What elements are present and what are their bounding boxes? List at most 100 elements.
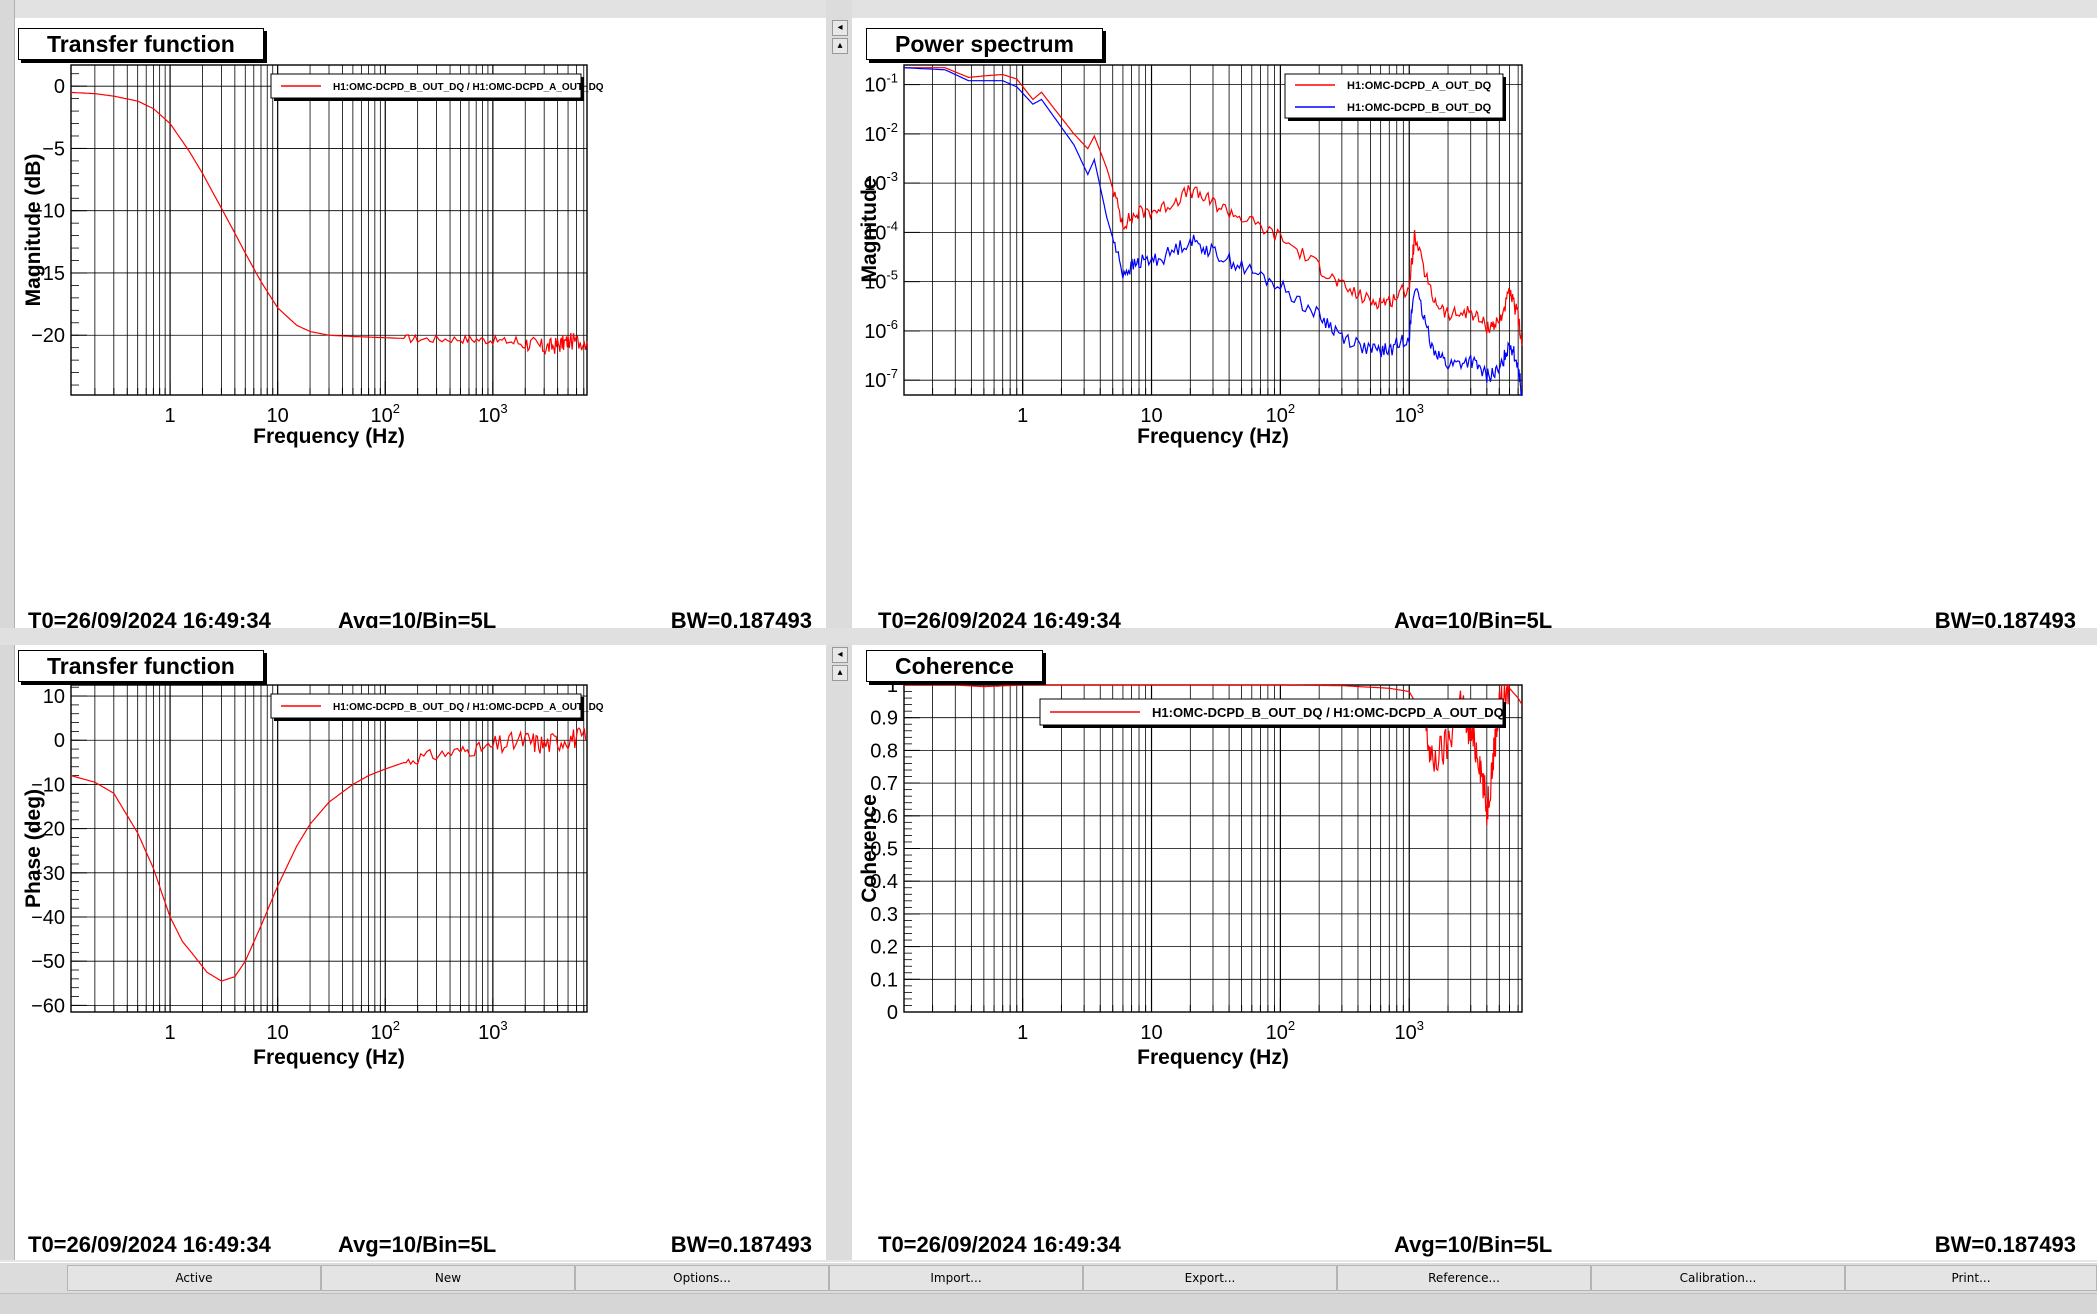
series-line: [70, 727, 588, 982]
expand-arrow-icon[interactable]: ▴: [832, 38, 848, 54]
export-button[interactable]: Export...: [1083, 1265, 1337, 1291]
legend: H1:OMC-DCPD_B_OUT_DQ / H1:OMC-DCPD_A_OUT…: [270, 693, 604, 721]
series-line: [70, 91, 588, 356]
plot-area: [70, 64, 588, 396]
options-button[interactable]: Options...: [575, 1265, 829, 1291]
legend-box: [270, 73, 582, 99]
y-tick-label: 0.1: [870, 969, 898, 991]
y-tick-label: −30: [31, 863, 65, 885]
reference-button[interactable]: Reference...: [1337, 1265, 1591, 1291]
legend-box: [270, 693, 582, 719]
y-axis-label: Magnitude: [858, 178, 881, 283]
x-tick-label: 102: [371, 401, 400, 427]
y-tick-label: 0.2: [870, 937, 898, 959]
status-t0: T0=26/09/2024 16:49:34: [878, 1232, 1121, 1257]
status-bw: BW=0.187493: [670, 1232, 812, 1257]
status-bw: BW=0.187493: [1934, 1232, 2076, 1257]
x-axis-label: Frequency (Hz): [1137, 1046, 1289, 1069]
power-spectrum-chart: 1 10 102 10310-110-210-310-410-510-610-7Fre…: [858, 64, 1523, 448]
panel-title: Transfer function: [18, 650, 264, 682]
y-axis-label: Phase (deg): [22, 789, 45, 908]
x-tick-label: 103: [478, 1018, 507, 1044]
x-tick-label: 1: [165, 405, 176, 427]
y-tick-label: 0.3: [870, 904, 898, 926]
y-tick-label: 10-3: [864, 169, 898, 195]
bottom-toolbar: Active New Options... Import... Export..…: [0, 1262, 2097, 1293]
x-tick-label: 1: [1017, 405, 1028, 427]
y-tick-label: −15: [31, 263, 65, 285]
y-tick-label: 10-6: [864, 317, 898, 343]
y-tick-label: 0.6: [870, 806, 898, 828]
x-axis-label: Frequency (Hz): [1137, 425, 1289, 448]
y-tick-label: 10-7: [864, 366, 898, 392]
horizontal-divider[interactable]: [0, 628, 2097, 645]
y-tick-label: 10-2: [864, 120, 898, 146]
top-strip: [0, 0, 2097, 19]
x-tick-label: 10: [1140, 1022, 1162, 1044]
x-axis-label: Frequency (Hz): [253, 1046, 405, 1069]
print-button[interactable]: Print...: [1845, 1265, 2097, 1291]
x-tick-label: 102: [1266, 401, 1295, 427]
plot-area: [70, 684, 588, 1013]
x-tick-label: 10: [267, 405, 289, 427]
x-tick-label: 102: [371, 1018, 400, 1044]
legend-label: H1:OMC-DCPD_B_OUT_DQ / H1:OMC-DCPD_A_OUT…: [1152, 705, 1504, 720]
phase-chart: 1 10 102 103 10 0 −10 −20 −30 −40 −50 −60 Frequency …: [22, 684, 604, 1069]
legend: H1:OMC-DCPD_A_OUT_DQ H1:OMC-DCPD_B_OUT_DQ: [1284, 73, 1506, 121]
plot-area: [903, 684, 1523, 1013]
bottom-strip: [0, 1293, 2097, 1314]
y-tick-label: 0.5: [870, 839, 898, 861]
y-tick-label: 0.8: [870, 740, 898, 762]
y-tick-label: 0: [887, 1002, 898, 1024]
y-tick-label: −20: [31, 819, 65, 841]
magnitude-chart: 1 10 102 103 0 −5 −10 −15 −20 Frequency (Hz) Magni…: [22, 64, 604, 448]
collapse-arrow-icon[interactable]: ◂: [832, 647, 848, 663]
plot-frame: [70, 64, 588, 396]
legend-box: [1284, 73, 1504, 119]
x-tick-label: 1: [1017, 1022, 1028, 1044]
status-avg: Avg=10/Bin=5L: [338, 1232, 497, 1257]
y-tick-label: −40: [31, 907, 65, 929]
expand-arrow-icon[interactable]: ▴: [832, 665, 848, 681]
collapse-arrow-icon[interactable]: ◂: [832, 20, 848, 36]
status-t0: T0=26/09/2024 16:49:34: [28, 1232, 271, 1257]
x-tick-label: 102: [1266, 1018, 1295, 1044]
import-button[interactable]: Import...: [829, 1265, 1083, 1291]
legend-label: H1:OMC-DCPD_A_OUT_DQ: [1347, 80, 1492, 92]
y-tick-label: 0.9: [870, 708, 898, 730]
x-tick-label: 103: [478, 401, 507, 427]
y-tick-label: −50: [31, 951, 65, 973]
y-tick-label: 0.4: [870, 871, 898, 893]
x-tick-label: 103: [1394, 401, 1423, 427]
panel-title: Coherence: [866, 650, 1043, 682]
y-tick-label: −10: [31, 201, 65, 223]
coherence-chart: 1 10 102 103 1 0.9 0.8 0.7 0.6 0.5 0.4 0.3 0.2 0.1 0 Fr…: [858, 675, 1523, 1069]
panel-title: Power spectrum: [866, 28, 1103, 60]
y-tick-label: 0.7: [870, 773, 898, 795]
y-tick-label: −5: [42, 138, 65, 160]
status-avg: Avg=10/Bin=5L: [1394, 1232, 1553, 1257]
panel-transfer-phase: 1 10 102 103 10 0 −10 −20 −30 −40 −50 −60 Frequency …: [14, 645, 826, 1260]
x-tick-label: 103: [1394, 1018, 1423, 1044]
legend: H1:OMC-DCPD_B_OUT_DQ / H1:OMC-DCPD_A_OUT…: [270, 73, 604, 101]
new-button[interactable]: New: [321, 1265, 575, 1291]
series-line: [903, 67, 1523, 397]
y-tick-label: 1: [887, 675, 898, 697]
panel-coherence: 1 10 102 103 1 0.9 0.8 0.7 0.6 0.5 0.4 0.3 0.2 0.1 0 Fr…: [852, 645, 2097, 1260]
active-button[interactable]: Active: [67, 1265, 321, 1291]
y-axis-label: Magnitude (dB): [22, 154, 45, 307]
y-tick-label: −10: [31, 774, 65, 796]
legend: H1:OMC-DCPD_B_OUT_DQ / H1:OMC-DCPD_A_OUT…: [1039, 698, 1506, 728]
panel-title: Transfer function: [18, 28, 264, 60]
plot-frame: [903, 64, 1523, 396]
y-tick-label: 10: [43, 686, 65, 708]
x-tick-label: 1: [165, 1022, 176, 1044]
calibration-button[interactable]: Calibration...: [1591, 1265, 1845, 1291]
y-tick-label: −60: [31, 995, 65, 1017]
legend-label: H1:OMC-DCPD_B_OUT_DQ: [1347, 102, 1492, 114]
y-tick-label: 0: [54, 730, 65, 752]
legend-label: H1:OMC-DCPD_B_OUT_DQ / H1:OMC-DCPD_A_OUT…: [333, 702, 604, 713]
x-tick-label: 10: [267, 1022, 289, 1044]
plot-frame: [70, 684, 588, 1013]
x-axis-label: Frequency (Hz): [253, 425, 405, 448]
